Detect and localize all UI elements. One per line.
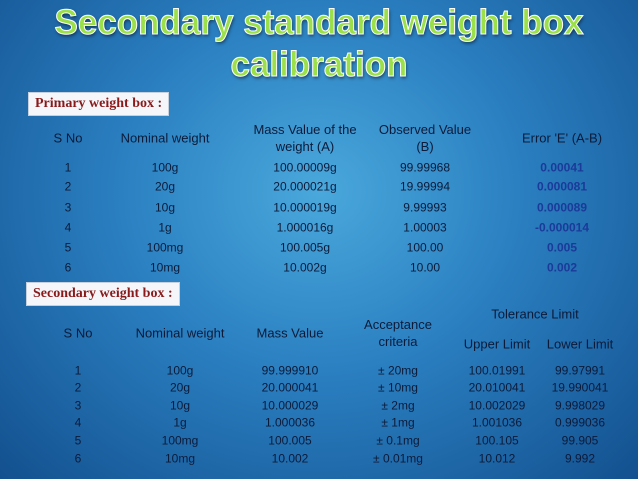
- table-cell: 1g: [158, 220, 172, 235]
- table-cell: 10g: [154, 200, 176, 215]
- table-cell: 20.000021g: [273, 179, 337, 194]
- table-cell: 3: [64, 200, 72, 215]
- table-cell: 99.99968: [399, 160, 451, 175]
- group-header: Tolerance Limit: [491, 306, 579, 322]
- table-cell: 100mg: [161, 433, 199, 448]
- table-cell: 10.002: [271, 451, 309, 466]
- column-header: Nominal weight: [120, 130, 210, 146]
- column-header: Mass Value of the weight (A): [253, 122, 357, 154]
- table-cell: ± 0.01mg: [373, 451, 423, 466]
- table-cell: ± 20mg: [378, 363, 418, 378]
- table-cell: 10.000029: [261, 398, 319, 413]
- table-cell: 6: [64, 260, 72, 275]
- table-cell: 100mg: [146, 240, 184, 255]
- column-header: Nominal weight: [135, 325, 225, 341]
- table-cell: ± 0.1mg: [376, 433, 420, 448]
- column-header: Lower Limit: [546, 336, 614, 352]
- column-header: Mass Value: [256, 325, 324, 341]
- table-cell: 20g: [154, 179, 176, 194]
- table-cell: 0.000081: [536, 179, 588, 194]
- table-cell: 0.000089: [536, 200, 588, 215]
- table-cell: 0.999036: [554, 415, 606, 430]
- table-cell: 100g: [151, 160, 179, 175]
- table-cell: 4: [74, 415, 82, 430]
- table-cell: 0.002: [546, 260, 578, 275]
- table-cell: 100.01991: [468, 363, 526, 378]
- table-cell: 0.00041: [540, 160, 584, 175]
- column-header: S No: [53, 130, 83, 146]
- table-cell: 6: [74, 451, 82, 466]
- table-cell: ± 10mg: [378, 380, 418, 395]
- table-cell: 10mg: [149, 260, 181, 275]
- table-cell: 10.012: [478, 451, 516, 466]
- table-cell: 3: [74, 398, 82, 413]
- table-cell: 1: [74, 363, 82, 378]
- table-cell: 9.992: [564, 451, 596, 466]
- table-cell: 10.002g: [283, 260, 327, 275]
- table-cell: 10mg: [164, 451, 196, 466]
- table-cell: 10.000019g: [273, 200, 337, 215]
- column-header: Error 'E' (A-B): [521, 130, 603, 146]
- table-cell: 99.905: [561, 433, 599, 448]
- table-cell: 1g: [173, 415, 187, 430]
- table-cell: 1.000016g: [276, 220, 334, 235]
- slide-title: Secondary standard weight box calibratio…: [54, 3, 584, 85]
- table-cell: 100.005: [268, 433, 312, 448]
- table-cell: 20.000041: [261, 380, 319, 395]
- section-label: Primary weight box :: [28, 92, 170, 116]
- table-cell: 100.00009g: [273, 160, 337, 175]
- table-cell: 0.005: [546, 240, 578, 255]
- table-cell: 1: [64, 160, 72, 175]
- table-cell: 10.002029: [468, 398, 526, 413]
- table-cell: 100.005g: [279, 240, 331, 255]
- column-header: Acceptance criteria: [364, 317, 432, 349]
- table-cell: 9.998029: [554, 398, 606, 413]
- section-label: Secondary weight box :: [26, 282, 180, 306]
- table-cell: 19.99994: [399, 179, 451, 194]
- table-cell: 9.99993: [403, 200, 447, 215]
- table-cell: 100.00: [406, 240, 444, 255]
- table-cell: ± 1mg: [381, 415, 415, 430]
- table-cell: 5: [64, 240, 72, 255]
- table-cell: 100g: [166, 363, 194, 378]
- table-cell: 20.010041: [468, 380, 526, 395]
- table-cell: 2: [74, 380, 82, 395]
- table-cell: 1.001036: [471, 415, 523, 430]
- column-header: Observed Value (B): [378, 122, 472, 154]
- table-cell: ± 2mg: [381, 398, 415, 413]
- table-cell: 2: [64, 179, 72, 194]
- table-cell: 20g: [169, 380, 191, 395]
- table-cell: -0.000014: [534, 220, 590, 235]
- column-header: S No: [63, 325, 93, 341]
- table-cell: 100.105: [475, 433, 519, 448]
- table-cell: 1.000036: [264, 415, 316, 430]
- table-cell: 99.97991: [554, 363, 606, 378]
- table-cell: 10.00: [409, 260, 441, 275]
- table-cell: 99.999910: [261, 363, 319, 378]
- column-header: Upper Limit: [463, 336, 531, 352]
- table-cell: 5: [74, 433, 82, 448]
- table-cell: 1.00003: [403, 220, 447, 235]
- table-cell: 19.990041: [551, 380, 609, 395]
- table-cell: 4: [64, 220, 72, 235]
- table-cell: 10g: [169, 398, 191, 413]
